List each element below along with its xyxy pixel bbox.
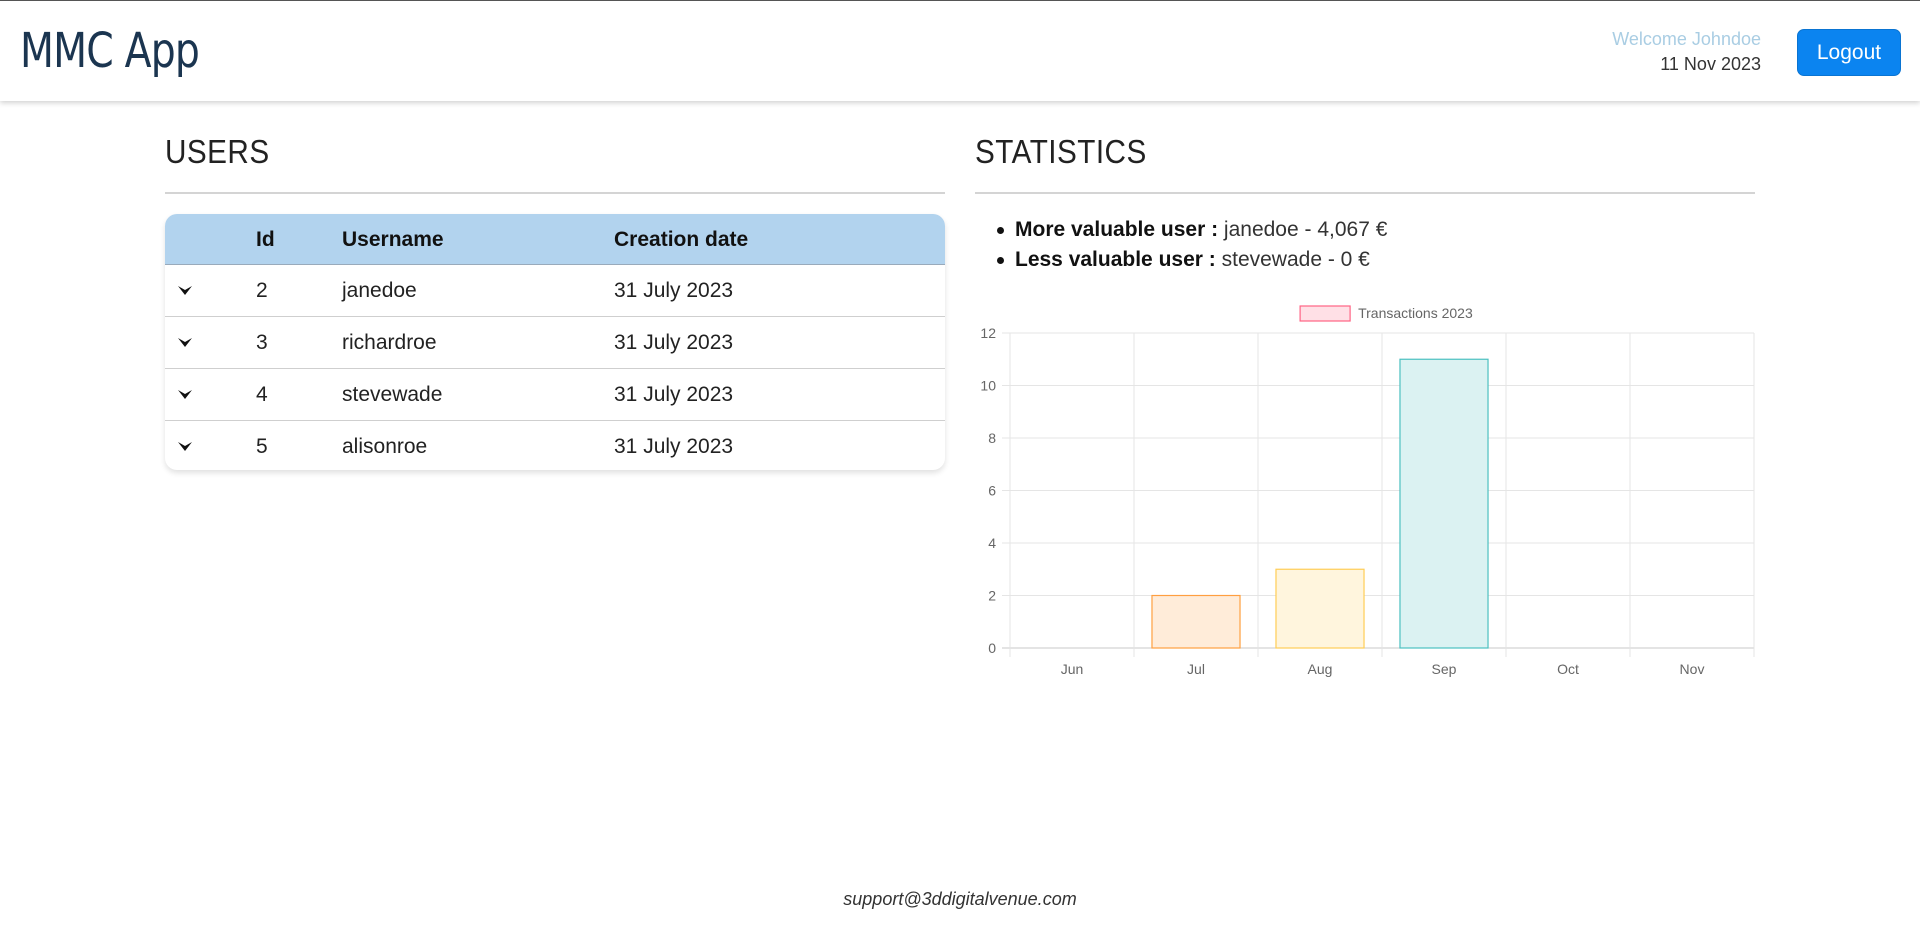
cell-username: alisonroe [342, 435, 428, 458]
cell-id: 4 [256, 383, 268, 406]
chevron-down-icon[interactable] [177, 386, 193, 402]
user-info: Welcome Johndoe 11 Nov 2023 [1612, 28, 1761, 78]
welcome-text: Welcome Johndoe [1612, 29, 1761, 49]
cell-creation-date: 31 July 2023 [614, 435, 734, 458]
y-tick-label: 2 [988, 588, 996, 604]
top-navbar: MMC App Welcome Johndoe 11 Nov 2023 Logo… [0, 0, 1920, 101]
x-tick-label: Aug [1308, 661, 1333, 677]
cell-username: janedoe [342, 279, 417, 302]
y-tick-label: 12 [980, 325, 996, 341]
chevron-down-icon[interactable] [177, 438, 193, 454]
y-tick-label: 8 [988, 430, 996, 446]
chevron-down-icon[interactable] [177, 282, 193, 298]
x-tick-label: Jul [1187, 661, 1205, 677]
column-header-id[interactable]: Id [256, 228, 275, 251]
current-date: 11 Nov 2023 [1660, 54, 1761, 74]
chart-bar [1151, 594, 1241, 649]
column-header-creation-date[interactable]: Creation date [614, 228, 749, 251]
logout-button[interactable]: Logout [1797, 29, 1901, 76]
cell-username: richardroe [342, 331, 437, 354]
legend-swatch [1299, 305, 1351, 322]
statistics-title: STATISTICS [975, 133, 1147, 170]
table-row[interactable]: 4 stevewade 31 July 2023 [165, 369, 945, 421]
more-valuable-user: More valuable user : janedoe - 4,067 € [997, 215, 1387, 245]
less-valuable-value: stevewade - 0 € [1221, 248, 1370, 271]
y-tick-label: 0 [988, 640, 996, 656]
users-table: Id Username Creation date 2 janedoe 31 J… [165, 214, 945, 470]
cell-id: 3 [256, 331, 268, 354]
chart-bar [1399, 358, 1489, 649]
table-header: Id Username Creation date [165, 214, 945, 265]
y-tick-label: 10 [980, 378, 996, 394]
table-row[interactable]: 5 alisonroe 31 July 2023 [165, 421, 945, 470]
legend-label: Transactions 2023 [1358, 305, 1473, 321]
support-email[interactable]: support@3ddigitalvenue.com [843, 889, 1077, 909]
statistics-divider [975, 192, 1755, 194]
chart-bar [1275, 568, 1365, 649]
chevron-down-icon[interactable] [177, 334, 193, 350]
more-valuable-value: janedoe - 4,067 € [1223, 218, 1388, 241]
statistics-summary: More valuable user : janedoe - 4,067 € L… [997, 215, 1387, 275]
transactions-chart: 0 2 4 6 8 10 12 Jun Jul Aug Sep Oct Nov Transactions … [980, 305, 1755, 677]
x-tick-label: Sep [1432, 661, 1457, 677]
column-header-username[interactable]: Username [342, 228, 444, 251]
cell-id: 2 [256, 279, 268, 302]
table-row[interactable]: 3 richardroe 31 July 2023 [165, 317, 945, 369]
app-title: MMC App [20, 23, 200, 79]
cell-creation-date: 31 July 2023 [614, 279, 734, 302]
table-row[interactable]: 2 janedoe 31 July 2023 [165, 265, 945, 317]
x-tick-label: Nov [1680, 661, 1705, 677]
y-tick-label: 6 [988, 483, 996, 499]
more-valuable-label: More valuable user : [1015, 218, 1219, 241]
users-divider [165, 192, 945, 194]
less-valuable-label: Less valuable user : [1015, 248, 1216, 271]
x-tick-label: Jun [1061, 661, 1084, 677]
x-tick-label: Oct [1557, 661, 1579, 677]
y-tick-label: 4 [988, 535, 996, 551]
cell-creation-date: 31 July 2023 [614, 331, 734, 354]
users-title: USERS [165, 133, 270, 170]
less-valuable-user: Less valuable user : stevewade - 0 € [997, 245, 1387, 275]
cell-creation-date: 31 July 2023 [614, 383, 734, 406]
cell-id: 5 [256, 435, 268, 458]
cell-username: stevewade [342, 383, 443, 406]
